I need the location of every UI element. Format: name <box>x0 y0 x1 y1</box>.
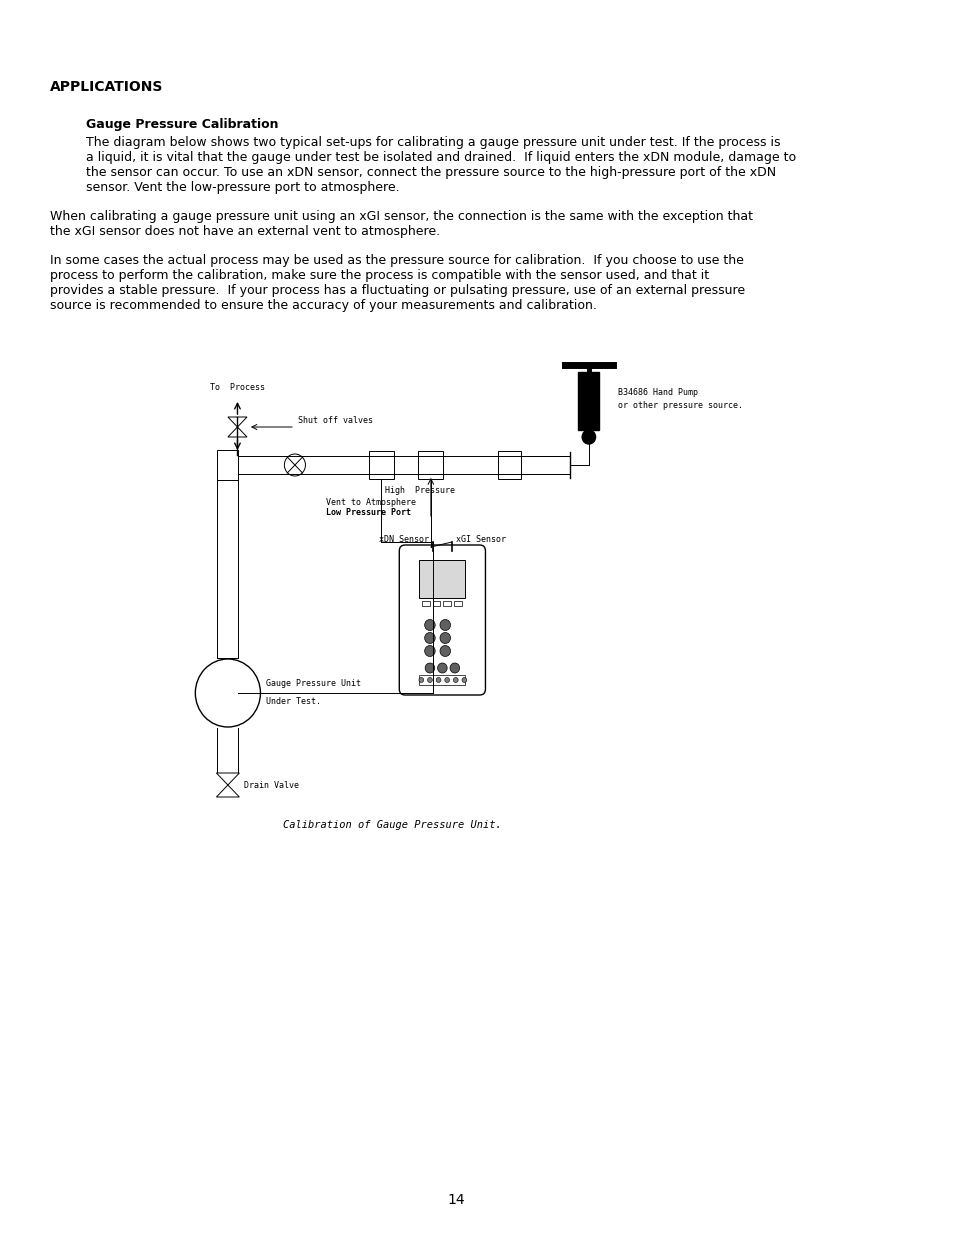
Circle shape <box>437 663 447 673</box>
Circle shape <box>424 620 435 631</box>
Bar <box>422 601 430 606</box>
Text: source is recommended to ensure the accuracy of your measurements and calibratio: source is recommended to ensure the accu… <box>50 299 596 312</box>
Text: or other pressure source.: or other pressure source. <box>617 401 741 410</box>
Bar <box>419 559 465 598</box>
Bar <box>368 451 394 479</box>
Bar <box>443 601 451 606</box>
Bar <box>497 451 520 479</box>
Text: High  Pressure: High Pressure <box>384 487 455 495</box>
Circle shape <box>425 663 435 673</box>
Text: To  Process: To Process <box>210 383 265 391</box>
Bar <box>578 372 598 430</box>
Text: xGI Sensor: xGI Sensor <box>456 535 505 543</box>
Circle shape <box>461 678 466 683</box>
Text: In some cases the actual process may be used as the pressure source for calibrat: In some cases the actual process may be … <box>50 254 743 267</box>
Text: xDN Sensor: xDN Sensor <box>378 535 429 543</box>
Text: 14: 14 <box>448 1193 465 1207</box>
Circle shape <box>427 678 432 683</box>
Circle shape <box>439 646 450 657</box>
Text: the xGI sensor does not have an external vent to atmosphere.: the xGI sensor does not have an external… <box>50 225 439 238</box>
Circle shape <box>450 663 459 673</box>
Text: Vent to Atmosphere: Vent to Atmosphere <box>325 498 416 508</box>
Circle shape <box>424 646 435 657</box>
Text: provides a stable pressure.  If your process has a fluctuating or pulsating pres: provides a stable pressure. If your proc… <box>50 284 744 296</box>
Circle shape <box>444 678 449 683</box>
Text: Calibration of Gauge Pressure Unit.: Calibration of Gauge Pressure Unit. <box>283 820 501 830</box>
Circle shape <box>581 430 595 445</box>
Circle shape <box>424 632 435 643</box>
Circle shape <box>418 678 423 683</box>
Circle shape <box>453 678 457 683</box>
Circle shape <box>439 632 450 643</box>
Text: Gauge Pressure Calibration: Gauge Pressure Calibration <box>86 119 278 131</box>
Text: process to perform the calibration, make sure the process is compatible with the: process to perform the calibration, make… <box>50 269 708 282</box>
Text: Low Pressure Port: Low Pressure Port <box>325 508 410 517</box>
Text: When calibrating a gauge pressure unit using an xGI sensor, the connection is th: When calibrating a gauge pressure unit u… <box>50 210 752 224</box>
Text: Shut off valves: Shut off valves <box>297 416 373 425</box>
Text: APPLICATIONS: APPLICATIONS <box>50 80 163 94</box>
Bar <box>433 601 440 606</box>
Bar <box>217 450 238 480</box>
Text: The diagram below shows two typical set-ups for calibrating a gauge pressure uni: The diagram below shows two typical set-… <box>86 136 780 149</box>
Text: sensor. Vent the low-pressure port to atmosphere.: sensor. Vent the low-pressure port to at… <box>86 182 399 194</box>
FancyBboxPatch shape <box>399 545 485 695</box>
Text: B34686 Hand Pump: B34686 Hand Pump <box>617 388 697 396</box>
Bar <box>454 601 461 606</box>
Text: Drain Valve: Drain Valve <box>244 781 299 789</box>
Circle shape <box>439 620 450 631</box>
Circle shape <box>436 678 440 683</box>
Text: a liquid, it is vital that the gauge under test be isolated and drained.  If liq: a liquid, it is vital that the gauge und… <box>86 151 796 164</box>
Bar <box>418 451 443 479</box>
Text: Under Test.: Under Test. <box>266 698 321 706</box>
Text: the sensor can occur. To use an xDN sensor, connect the pressure source to the h: the sensor can occur. To use an xDN sens… <box>86 165 776 179</box>
Text: Gauge Pressure Unit: Gauge Pressure Unit <box>266 679 361 688</box>
Bar <box>419 676 465 685</box>
